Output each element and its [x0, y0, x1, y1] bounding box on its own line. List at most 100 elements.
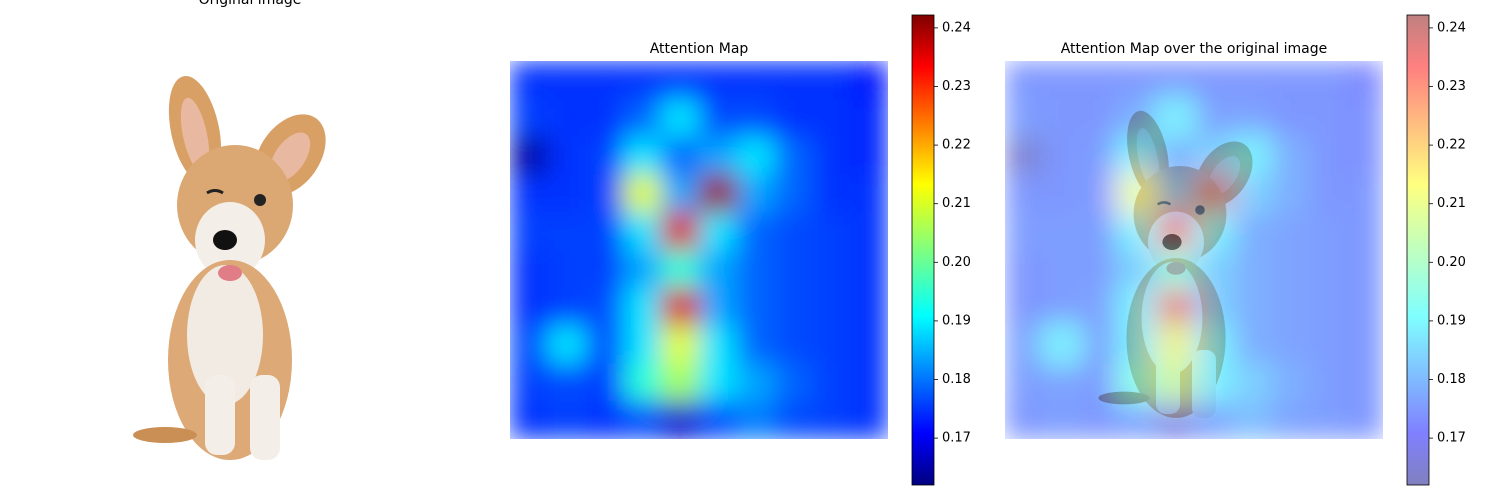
cell [1005, 287, 1044, 327]
cell [850, 212, 888, 251]
cell [812, 98, 851, 138]
cell [547, 212, 587, 251]
cell [510, 287, 549, 327]
cell [812, 287, 851, 327]
cell [661, 287, 700, 327]
cell [1080, 363, 1119, 402]
cell [661, 401, 700, 439]
cell [585, 212, 624, 251]
cell [1005, 212, 1044, 251]
cell [510, 136, 549, 175]
cell [1307, 325, 1346, 364]
cell [623, 250, 662, 289]
cell [1118, 325, 1157, 364]
cell [850, 250, 888, 289]
cell [1194, 212, 1233, 251]
cell [623, 401, 662, 439]
cell [1345, 98, 1383, 138]
cell [1118, 401, 1157, 439]
cell [1118, 212, 1157, 251]
cell [1269, 325, 1308, 364]
cell [547, 174, 587, 213]
cell [774, 61, 813, 100]
cell [661, 325, 700, 364]
cell [1005, 250, 1044, 289]
cell [1194, 325, 1233, 364]
colorbar-tick-label: 0.19 [1437, 313, 1466, 328]
cell [1231, 363, 1271, 402]
cell [850, 98, 888, 138]
cell [1307, 61, 1346, 100]
cell [547, 98, 587, 138]
cell [1080, 174, 1119, 213]
cell [1080, 136, 1119, 175]
cell [850, 287, 888, 327]
cell [1005, 98, 1044, 138]
cell [1345, 212, 1383, 251]
cell [585, 401, 624, 439]
cell [1156, 98, 1195, 138]
cell [699, 174, 738, 213]
cell [1231, 325, 1271, 364]
cell [1269, 136, 1308, 175]
panel-title: Original image [199, 0, 302, 8]
cell [1042, 325, 1082, 364]
cell [736, 325, 776, 364]
cell [1269, 61, 1308, 100]
colorbar-tick-label: 0.18 [1437, 372, 1466, 387]
cell [1231, 61, 1271, 100]
cell [1080, 287, 1119, 327]
cell [1156, 212, 1195, 251]
colorbar-tick-label: 0.23 [1437, 79, 1466, 94]
cell [1156, 401, 1195, 439]
cell [510, 363, 549, 402]
cell [774, 98, 813, 138]
cell [1269, 174, 1308, 213]
cell [774, 287, 813, 327]
cell [623, 212, 662, 251]
cell [1118, 61, 1157, 100]
cell [1194, 401, 1233, 439]
colorbar-tick-label: 0.19 [942, 313, 971, 328]
cell [1269, 401, 1308, 439]
cell [812, 212, 851, 251]
colorbar-tick-label: 0.20 [1437, 255, 1466, 270]
cell [1307, 363, 1346, 402]
cell [736, 250, 776, 289]
colorbar-tick-label: 0.18 [942, 372, 971, 387]
cell [1345, 401, 1383, 439]
cell [661, 174, 700, 213]
cell [699, 61, 738, 100]
cell [1005, 136, 1044, 175]
cell [1307, 136, 1346, 175]
cell [547, 136, 587, 175]
cell [1231, 174, 1271, 213]
cell [1080, 98, 1119, 138]
cell [699, 98, 738, 138]
cell [1269, 287, 1308, 327]
heatmap-cells [1005, 61, 1383, 439]
colorbar-tick-label: 0.20 [942, 255, 971, 270]
colorbar-frame [1406, 14, 1430, 486]
cell [1118, 250, 1157, 289]
colorbar: 0.17 0.18 0.19 0.20 0.21 0.22 0.23 0.24 [911, 14, 971, 486]
cell [1269, 98, 1308, 138]
cell [736, 401, 776, 439]
cell [812, 250, 851, 289]
cell [1231, 136, 1271, 175]
cell [623, 136, 662, 175]
cell [1042, 212, 1082, 251]
cell [736, 61, 776, 100]
cell [661, 212, 700, 251]
cell [510, 212, 549, 251]
cell [1005, 325, 1044, 364]
cell [1231, 98, 1271, 138]
cell [1080, 401, 1119, 439]
cell [699, 401, 738, 439]
cell [661, 136, 700, 175]
colorbar-tick-label: 0.21 [942, 196, 971, 211]
cell [1194, 136, 1233, 175]
cell [774, 174, 813, 213]
cell [1156, 363, 1195, 402]
cell [547, 401, 587, 439]
